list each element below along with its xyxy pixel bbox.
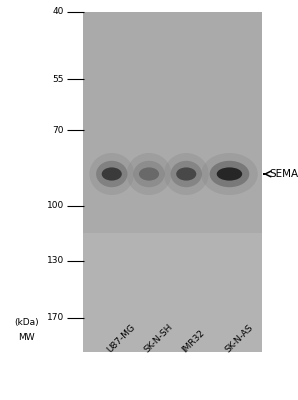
Ellipse shape — [201, 153, 258, 195]
Ellipse shape — [170, 161, 202, 187]
Text: U87-MG: U87-MG — [105, 322, 137, 354]
Text: 170: 170 — [47, 313, 64, 322]
Text: 130: 130 — [47, 256, 64, 266]
Text: 100: 100 — [47, 201, 64, 210]
Text: 40: 40 — [53, 8, 64, 16]
Text: MW: MW — [18, 334, 35, 342]
Bar — [83, 233, 262, 352]
Text: 70: 70 — [52, 126, 64, 135]
Ellipse shape — [102, 168, 122, 181]
Text: SEMA3A: SEMA3A — [270, 169, 298, 179]
Ellipse shape — [133, 161, 164, 187]
Ellipse shape — [217, 168, 242, 181]
Ellipse shape — [139, 168, 159, 181]
Ellipse shape — [210, 161, 249, 187]
Ellipse shape — [164, 153, 209, 195]
Ellipse shape — [176, 168, 196, 181]
Text: (kDa): (kDa) — [15, 318, 39, 326]
Bar — [83, 12, 262, 352]
Text: IMR32: IMR32 — [180, 328, 206, 354]
Text: SK-N-AS: SK-N-AS — [223, 322, 254, 354]
Ellipse shape — [96, 161, 128, 187]
Ellipse shape — [89, 153, 134, 195]
Ellipse shape — [127, 153, 171, 195]
Text: 55: 55 — [52, 75, 64, 84]
Text: SK-N-SH: SK-N-SH — [143, 322, 175, 354]
